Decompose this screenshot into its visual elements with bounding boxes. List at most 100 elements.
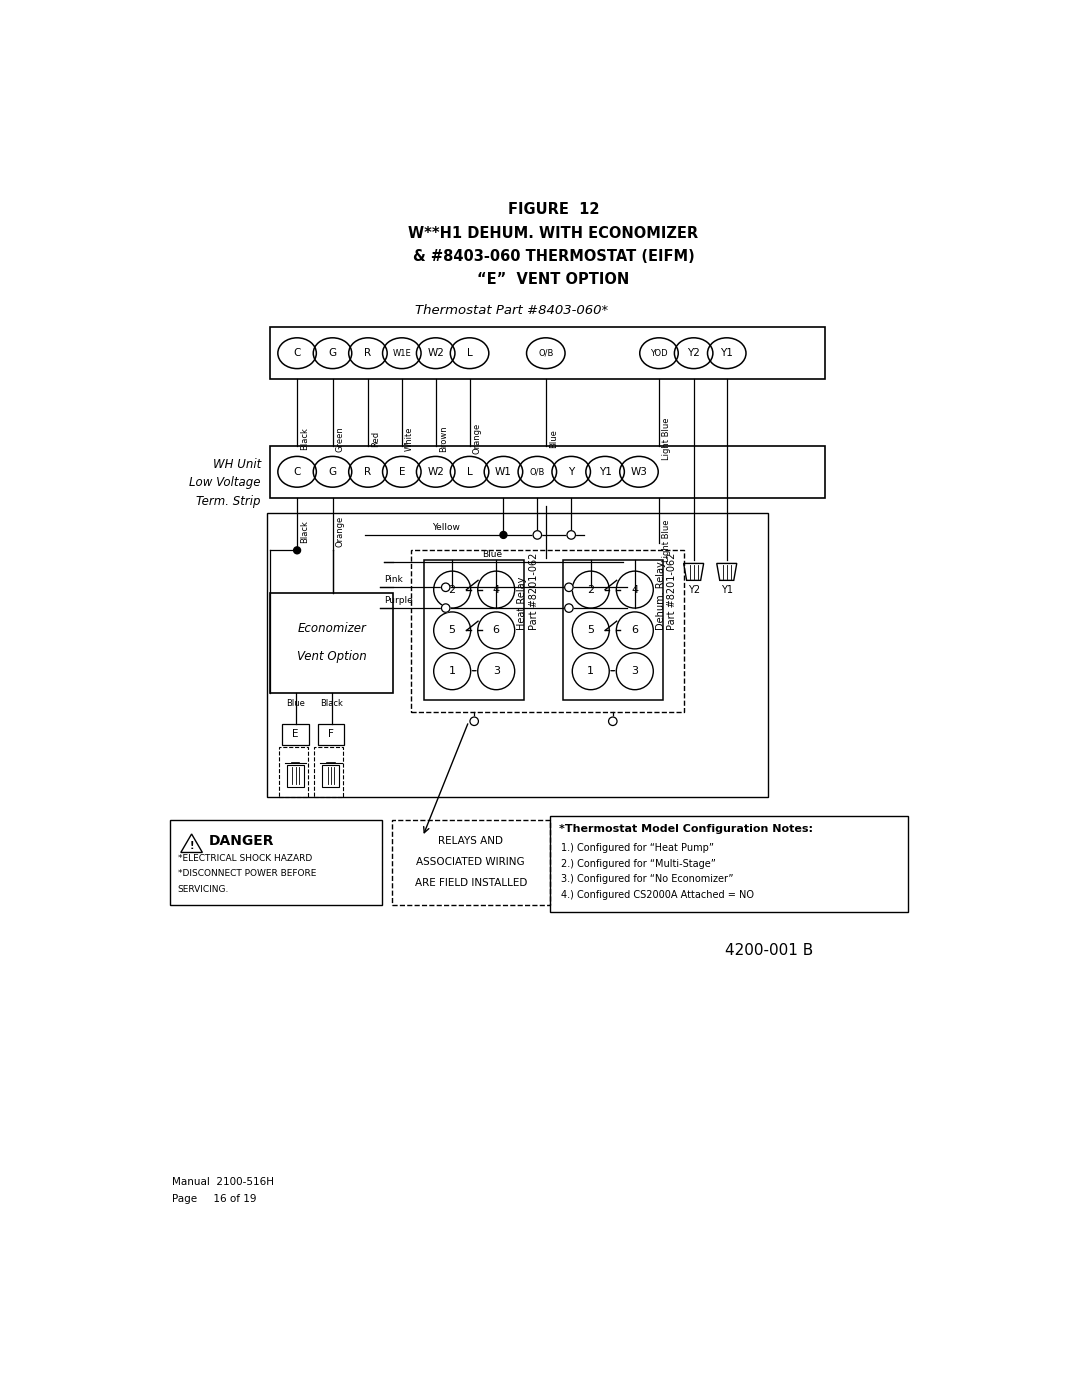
Circle shape	[442, 583, 450, 591]
Text: Y1: Y1	[598, 467, 611, 476]
Bar	[279, 746, 308, 796]
Bar	[267, 513, 768, 796]
Text: Y2: Y2	[688, 584, 700, 595]
Text: *Thermostat Model Configuration Notes:: *Thermostat Model Configuration Notes:	[558, 824, 813, 834]
Text: 4: 4	[492, 584, 500, 595]
Text: W1E: W1E	[392, 349, 411, 358]
Text: E: E	[399, 467, 405, 476]
Text: G: G	[328, 467, 337, 476]
Text: Economizer: Economizer	[297, 623, 366, 636]
Text: Heat Relay
Part #8201-062: Heat Relay Part #8201-062	[517, 553, 539, 630]
Text: *DISCONNECT POWER BEFORE: *DISCONNECT POWER BEFORE	[178, 869, 316, 879]
Text: ARE FIELD INSTALLED: ARE FIELD INSTALLED	[415, 879, 527, 888]
Text: 1: 1	[588, 666, 594, 676]
Text: White: White	[405, 426, 414, 451]
Text: R: R	[364, 467, 372, 476]
Text: 6: 6	[632, 626, 638, 636]
Bar	[323, 766, 339, 787]
Bar	[270, 327, 824, 380]
Text: 1.) Configured for “Heat Pump”: 1.) Configured for “Heat Pump”	[562, 844, 714, 854]
Text: 4.) Configured CS2000A Attached = NO: 4.) Configured CS2000A Attached = NO	[562, 890, 754, 900]
Text: 2.) Configured for “Multi-Stage”: 2.) Configured for “Multi-Stage”	[562, 859, 716, 869]
Text: “E”  VENT OPTION: “E” VENT OPTION	[477, 272, 630, 286]
Text: RELAYS AND: RELAYS AND	[438, 835, 503, 847]
Text: Black: Black	[321, 698, 343, 708]
Bar	[270, 592, 393, 693]
Circle shape	[470, 717, 478, 725]
Bar	[314, 746, 343, 796]
Text: Term. Strip: Term. Strip	[197, 495, 261, 507]
Text: WH Unit: WH Unit	[213, 458, 261, 471]
Text: Black: Black	[300, 427, 309, 450]
Bar	[392, 820, 550, 904]
Circle shape	[294, 546, 300, 553]
Text: Green: Green	[336, 426, 345, 451]
Text: O/B: O/B	[529, 467, 545, 476]
Text: 2: 2	[588, 584, 594, 595]
Text: C: C	[294, 348, 300, 358]
Text: DANGER: DANGER	[208, 834, 274, 848]
Text: Y2: Y2	[687, 348, 700, 358]
Text: 3: 3	[632, 666, 638, 676]
Text: 5: 5	[448, 626, 456, 636]
Text: 4200-001 B: 4200-001 B	[725, 943, 813, 958]
Text: C: C	[294, 467, 300, 476]
Text: W1: W1	[495, 467, 512, 476]
Text: E: E	[293, 729, 299, 739]
Text: Light Blue: Light Blue	[662, 520, 671, 563]
Bar	[550, 816, 907, 912]
Text: Purple: Purple	[384, 597, 413, 605]
Text: L: L	[467, 348, 472, 358]
Text: Blue: Blue	[482, 550, 502, 559]
Bar	[424, 560, 524, 700]
Text: 3.) Configured for “No Economizer”: 3.) Configured for “No Economizer”	[562, 875, 733, 884]
Text: Pink: Pink	[384, 576, 403, 584]
Text: 5: 5	[588, 626, 594, 636]
Bar	[411, 550, 685, 712]
Text: G: G	[328, 348, 337, 358]
Text: Orange: Orange	[336, 515, 345, 546]
Text: & #8403-060 THERMOSTAT (EIFM): & #8403-060 THERMOSTAT (EIFM)	[413, 249, 694, 264]
Circle shape	[534, 531, 541, 539]
Circle shape	[608, 717, 617, 725]
Text: W2: W2	[428, 467, 444, 476]
Text: O/B: O/B	[538, 349, 553, 358]
Text: 3: 3	[492, 666, 500, 676]
Text: Red: Red	[372, 430, 380, 447]
Circle shape	[500, 531, 507, 538]
Text: Low Voltage: Low Voltage	[189, 476, 261, 489]
Text: Orange: Orange	[473, 423, 482, 454]
Text: ASSOCIATED WIRING: ASSOCIATED WIRING	[417, 858, 525, 868]
Bar	[270, 446, 824, 497]
Text: 1: 1	[448, 666, 456, 676]
Text: Dehum. Relay
Part #8201-062: Dehum. Relay Part #8201-062	[656, 553, 677, 630]
Text: Blue: Blue	[286, 698, 305, 708]
Text: R: R	[364, 348, 372, 358]
Text: SERVICING.: SERVICING.	[178, 884, 229, 894]
Text: Blue: Blue	[549, 429, 558, 448]
Text: 2: 2	[448, 584, 456, 595]
Text: L: L	[467, 467, 472, 476]
Circle shape	[565, 583, 573, 591]
Text: Thermostat Part #8403-060*: Thermostat Part #8403-060*	[415, 303, 608, 317]
Text: Page     16 of 19: Page 16 of 19	[173, 1193, 257, 1204]
Text: FIGURE  12: FIGURE 12	[508, 203, 599, 218]
Circle shape	[565, 604, 573, 612]
Text: W2: W2	[428, 348, 444, 358]
Bar	[563, 560, 663, 700]
Bar	[287, 766, 303, 787]
Text: Light Blue: Light Blue	[662, 418, 671, 460]
Text: W3: W3	[631, 467, 647, 476]
Circle shape	[567, 531, 576, 539]
Text: Yellow: Yellow	[432, 522, 460, 532]
Text: F: F	[328, 729, 334, 739]
Text: !: !	[189, 841, 193, 851]
Text: Y1: Y1	[720, 348, 733, 358]
Text: Y1: Y1	[720, 584, 732, 595]
Text: W**H1 DEHUM. WITH ECONOMIZER: W**H1 DEHUM. WITH ECONOMIZER	[408, 225, 699, 240]
Text: 4: 4	[631, 584, 638, 595]
Text: Black: Black	[300, 520, 309, 542]
Bar	[318, 724, 345, 745]
Text: Vent Option: Vent Option	[297, 650, 366, 664]
Bar	[283, 724, 309, 745]
